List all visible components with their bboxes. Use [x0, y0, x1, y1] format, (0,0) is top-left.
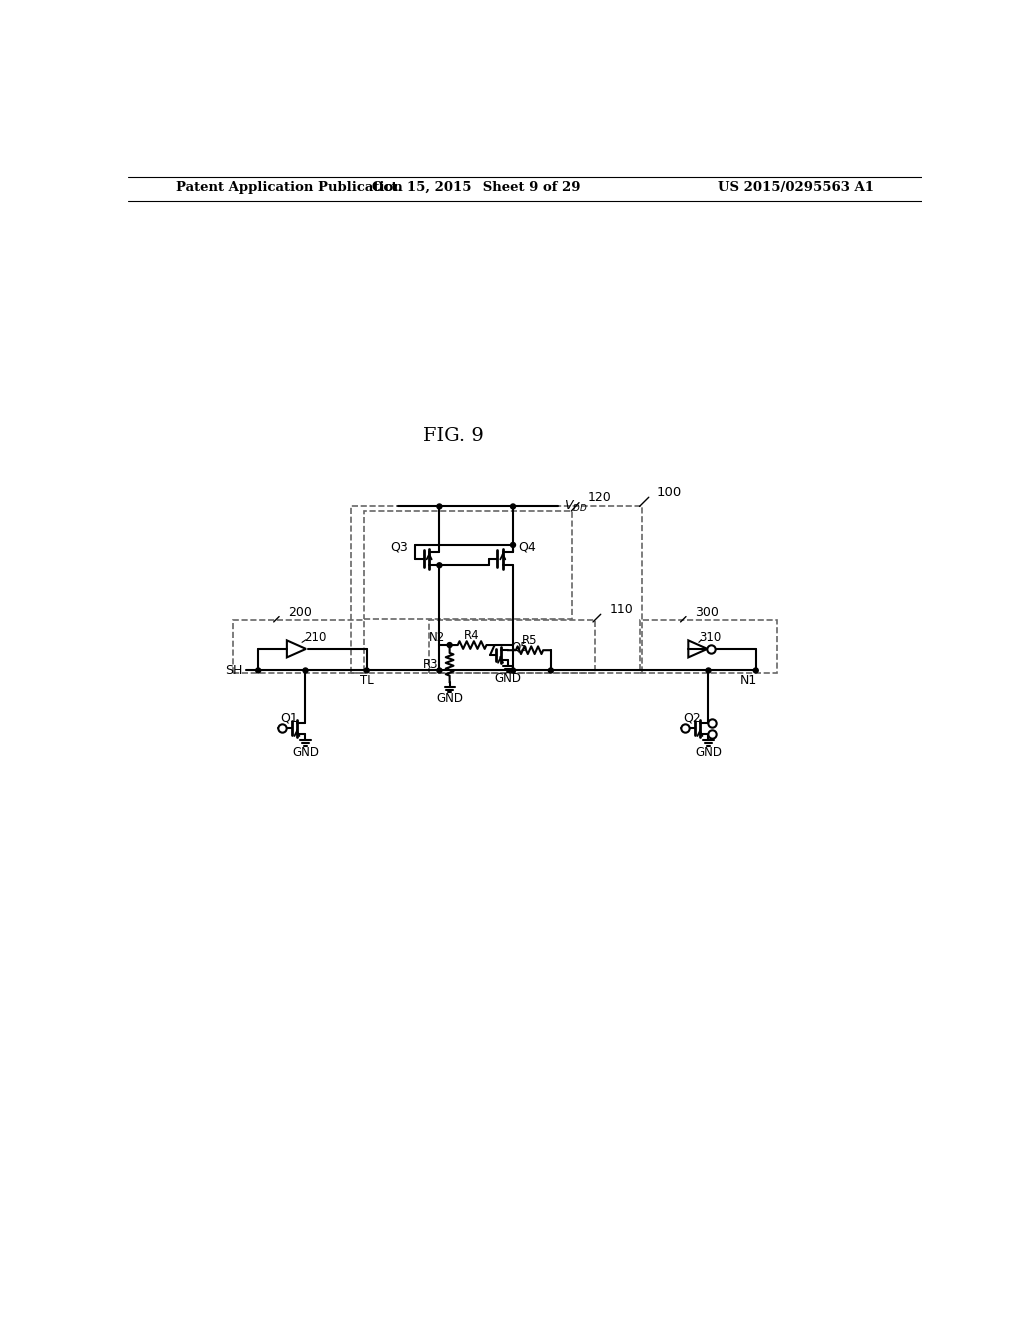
- Circle shape: [365, 668, 370, 673]
- Text: GND: GND: [695, 746, 722, 759]
- Text: GND: GND: [495, 672, 521, 685]
- Text: 110: 110: [609, 603, 633, 616]
- Bar: [365, 511, 572, 619]
- Text: 300: 300: [695, 606, 719, 619]
- Text: Q2: Q2: [683, 711, 701, 725]
- Bar: [351, 507, 642, 673]
- Text: Q4: Q4: [518, 540, 537, 553]
- Bar: [640, 620, 777, 673]
- Bar: [429, 620, 595, 673]
- Text: TL: TL: [359, 675, 374, 686]
- Text: FIG. 9: FIG. 9: [423, 426, 484, 445]
- Text: 310: 310: [698, 631, 721, 644]
- Circle shape: [754, 668, 758, 673]
- Circle shape: [437, 562, 442, 568]
- Text: R4: R4: [464, 630, 480, 643]
- Text: Q3: Q3: [390, 540, 408, 553]
- Circle shape: [511, 504, 515, 510]
- Text: 210: 210: [304, 631, 327, 644]
- Text: Oct. 15, 2015  Sheet 9 of 29: Oct. 15, 2015 Sheet 9 of 29: [373, 181, 581, 194]
- Text: GND: GND: [292, 746, 318, 759]
- Text: R3: R3: [423, 657, 438, 671]
- Circle shape: [511, 543, 515, 548]
- Text: SH: SH: [225, 664, 243, 677]
- Text: Q1: Q1: [281, 711, 298, 725]
- Text: 100: 100: [656, 486, 682, 499]
- Text: 120: 120: [588, 491, 611, 504]
- Text: $V_{DD}$: $V_{DD}$: [564, 499, 588, 513]
- Circle shape: [511, 668, 515, 673]
- Circle shape: [549, 668, 553, 673]
- Circle shape: [447, 643, 453, 648]
- Circle shape: [437, 668, 442, 673]
- Circle shape: [437, 504, 442, 510]
- Bar: [232, 620, 365, 673]
- Text: 200: 200: [289, 606, 312, 619]
- Text: N1: N1: [739, 675, 757, 686]
- Circle shape: [256, 668, 261, 673]
- Circle shape: [303, 668, 308, 673]
- Text: R5: R5: [522, 635, 538, 647]
- Text: GND: GND: [436, 693, 463, 705]
- Text: Patent Application Publication: Patent Application Publication: [176, 181, 402, 194]
- Text: N2: N2: [429, 631, 445, 644]
- Circle shape: [706, 668, 711, 673]
- Text: Q5: Q5: [512, 640, 528, 653]
- Text: US 2015/0295563 A1: US 2015/0295563 A1: [718, 181, 873, 194]
